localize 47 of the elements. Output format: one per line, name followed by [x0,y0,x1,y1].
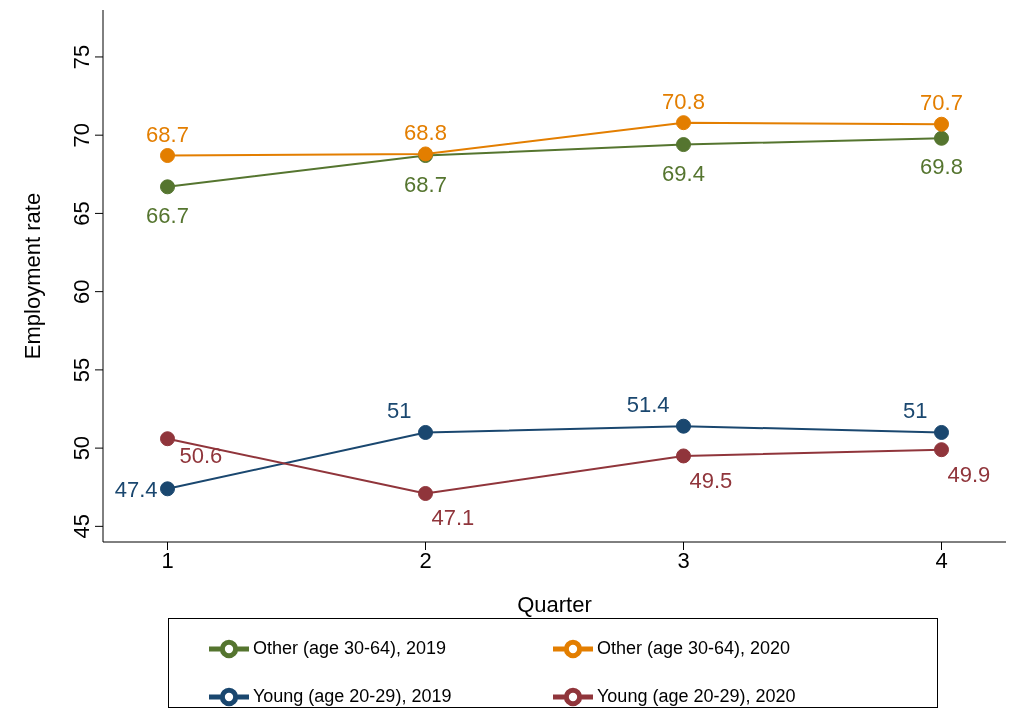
x-tick-label: 4 [935,547,948,573]
x-tick-label: 3 [677,547,690,573]
point [676,418,691,434]
legend-label: Young (age 20-29), 2019 [252,685,452,706]
point [418,485,433,501]
data-label: 69.8 [920,154,963,180]
data-label: 68.7 [404,171,447,197]
data-label: 66.7 [146,202,189,228]
x-axis-title: Quarter [517,592,592,617]
x-tick-label: 1 [161,547,174,573]
y-tick-label: 60 [69,279,94,304]
data-label: 50.6 [179,442,223,468]
y-axis-title: Employment rate [19,192,45,360]
data-label: 68.7 [146,121,189,147]
y-tick-label: 75 [69,44,94,70]
point [676,448,691,464]
legend-label: Young (age 20-29), 2020 [597,685,796,706]
data-label: 51 [387,398,412,424]
point [418,424,433,440]
data-label: 49.5 [689,467,733,493]
data-label: 70.7 [920,90,963,116]
point [160,431,175,447]
point [160,481,175,497]
data-label: 51.4 [626,392,670,418]
point [676,137,691,153]
legend-label: Other (age 30-64), 2019 [252,637,447,658]
point [934,424,949,440]
data-label: 47.1 [431,505,475,531]
y-tick-label: 65 [69,201,94,226]
data-label: 47.4 [114,476,158,502]
data-label: 51 [903,398,928,424]
point [934,442,949,458]
point [676,115,691,131]
point [160,179,175,195]
point [160,148,175,164]
data-label: 49.9 [947,461,991,487]
y-tick-label: 55 [69,357,94,383]
y-tick-label: 45 [69,514,94,539]
x-tick-label: 2 [419,547,432,573]
point [934,130,949,146]
legend-label: Other (age 30-64), 2020 [597,637,791,658]
data-label: 68.8 [404,119,447,145]
y-tick-label: 50 [69,435,94,461]
data-label: 69.4 [662,160,705,186]
data-label: 70.8 [662,88,705,114]
point [934,116,949,132]
y-tick-label: 70 [69,122,94,148]
